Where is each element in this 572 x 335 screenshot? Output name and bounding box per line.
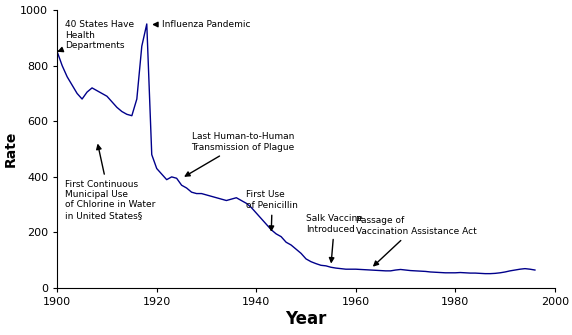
X-axis label: Year: Year [285,310,327,328]
Text: First Use
of Penicillin: First Use of Penicillin [247,190,298,230]
Y-axis label: Rate: Rate [3,131,17,167]
Text: Last Human-to-Human
Transmission of Plague: Last Human-to-Human Transmission of Plag… [185,132,295,176]
Text: Passage of
Vaccination Assistance Act: Passage of Vaccination Assistance Act [356,216,476,266]
Text: Influenza Pandemic: Influenza Pandemic [154,20,250,29]
Text: First Continuous
Municipal Use
of Chlorine in Water
in United States§: First Continuous Municipal Use of Chlori… [65,145,155,220]
Text: 40 States Have
Health
Departments: 40 States Have Health Departments [58,20,134,52]
Text: Salk Vaccine
Introduced: Salk Vaccine Introduced [306,214,363,262]
